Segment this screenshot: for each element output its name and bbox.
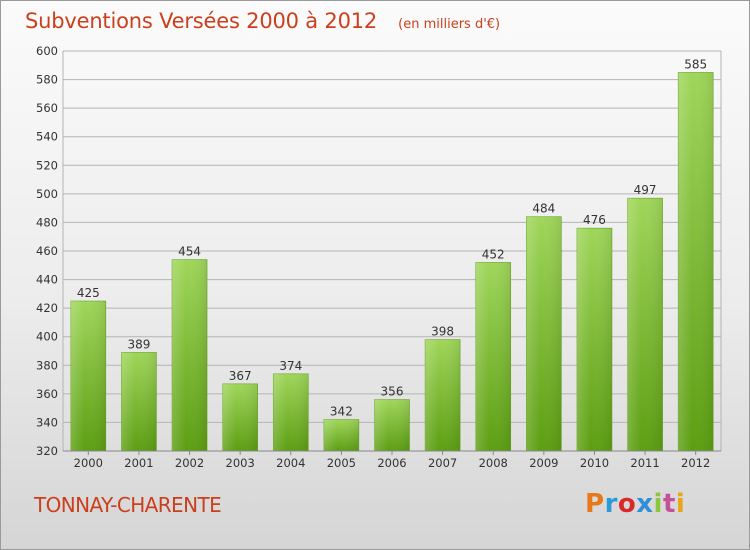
y-tick-label: 600 [36, 44, 58, 58]
y-tick-label: 420 [36, 301, 58, 315]
x-tick-label-2011: 2011 [630, 456, 659, 470]
bar-shade-2000 [70, 301, 106, 451]
x-tick-label-2006: 2006 [377, 456, 406, 470]
y-tick-label: 340 [36, 415, 58, 429]
chart-subtitle: (en milliers d'€) [398, 17, 501, 32]
x-tick-label-2008: 2008 [479, 456, 508, 470]
y-tick-label: 480 [36, 215, 58, 229]
x-axis-ticks: 2000 2001 2002 2003 2004 2005 2006 2007 2008 2009… [63, 450, 721, 470]
y-tick-label: 460 [36, 244, 58, 258]
logo-letter: r [604, 489, 618, 519]
y-tick-label: 380 [36, 358, 58, 372]
chart-title: Subventions Versées 2000 à 2012 [25, 9, 378, 33]
bar-shade-2009 [526, 216, 562, 451]
y-tick-label: 400 [36, 330, 58, 344]
value-label-2008: 452 [482, 247, 505, 261]
y-tick-label: 580 [36, 73, 58, 87]
logo-letter: P [585, 489, 605, 519]
value-label-2004: 374 [279, 359, 302, 373]
bars: 425 389 454 367 374 342 356 398 452 484 476 497 585 [70, 57, 714, 452]
x-tick-label-2007: 2007 [428, 456, 457, 470]
x-tick-label-2003: 2003 [226, 456, 255, 470]
value-label-2002: 454 [178, 245, 201, 259]
proxiti-logo: Proxiti [585, 489, 685, 519]
value-label-2003: 367 [229, 369, 252, 383]
logo-letter: i [675, 489, 686, 519]
x-tick-label-2009: 2009 [529, 456, 558, 470]
x-tick-label-2005: 2005 [327, 456, 356, 470]
bar-shade-2007 [425, 339, 461, 451]
x-tick-label-2012: 2012 [681, 456, 710, 470]
town-name: TONNAY-CHARENTE [34, 493, 222, 517]
title-row: Subventions Versées 2000 à 2012 (en mill… [25, 9, 500, 39]
x-tick-label-2004: 2004 [276, 456, 305, 470]
y-tick-label: 320 [36, 444, 58, 458]
bar-shade-2005 [323, 419, 359, 451]
value-label-2000: 425 [77, 286, 100, 300]
value-label-2007: 398 [431, 325, 454, 339]
value-label-2012: 585 [684, 57, 707, 71]
bar-shade-2004 [273, 373, 309, 451]
bar-shade-2012 [678, 72, 714, 451]
bar-shade-2003 [222, 383, 258, 451]
bar-shade-2010 [576, 228, 612, 451]
y-tick-label: 560 [36, 101, 58, 115]
y-tick-label: 520 [36, 158, 58, 172]
y-tick-label: 500 [36, 187, 58, 201]
y-axis-ticks: 320 340 360 380 400 420 440 460 480 500 520 540 560 5… [36, 44, 58, 458]
value-label-2006: 356 [381, 385, 404, 399]
value-label-2009: 484 [532, 202, 555, 216]
x-tick-label-2002: 2002 [175, 456, 204, 470]
bar-shade-2002 [172, 259, 208, 451]
bar-shade-2006 [374, 399, 410, 451]
x-tick-label-2001: 2001 [124, 456, 153, 470]
y-tick-label: 440 [36, 273, 58, 287]
x-tick-label-2010: 2010 [580, 456, 609, 470]
value-label-2010: 476 [583, 213, 606, 227]
logo-letter: i [653, 489, 663, 519]
logo-letter: x [636, 489, 654, 519]
y-tick-label: 540 [36, 130, 58, 144]
value-label-2011: 497 [634, 183, 657, 197]
value-label-2001: 389 [127, 337, 150, 351]
bar-shade-2011 [627, 198, 663, 451]
value-label-2005: 342 [330, 405, 353, 419]
bar-shade-2008 [475, 262, 511, 451]
y-tick-label: 360 [36, 387, 58, 401]
logo-letter: o [617, 489, 637, 519]
logo-letter: t [662, 489, 676, 519]
bar-shade-2001 [121, 352, 157, 451]
x-tick-label-2000: 2000 [74, 456, 103, 470]
